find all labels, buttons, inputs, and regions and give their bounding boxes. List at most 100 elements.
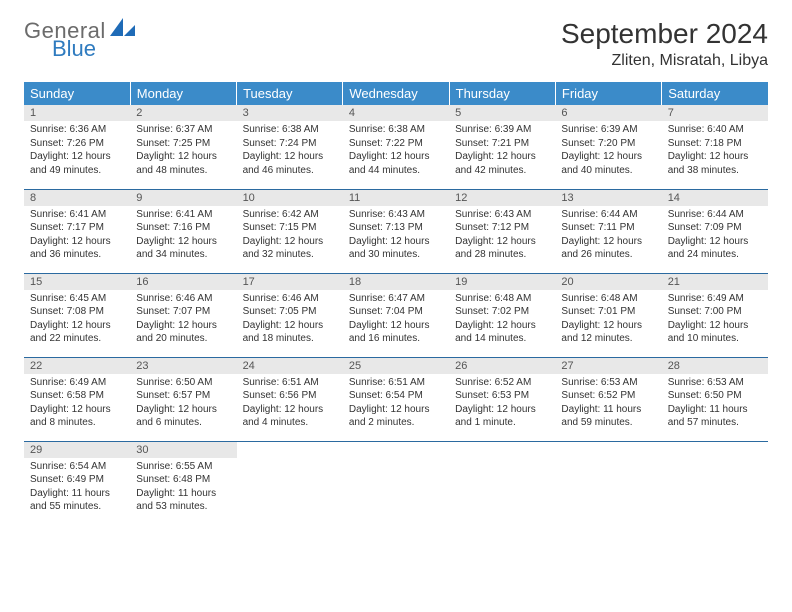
sunrise-text: Sunrise: 6:38 AM (349, 123, 443, 137)
calendar-cell: 24Sunrise: 6:51 AMSunset: 6:56 PMDayligh… (237, 357, 343, 441)
sunset-text: Sunset: 7:16 PM (136, 221, 230, 235)
daylight-text-1: Daylight: 12 hours (561, 150, 655, 164)
daylight-text-1: Daylight: 12 hours (136, 150, 230, 164)
day-number: 3 (237, 105, 343, 121)
day-details: Sunrise: 6:48 AMSunset: 7:01 PMDaylight:… (555, 290, 661, 350)
day-number: 14 (662, 190, 768, 206)
day-number: 4 (343, 105, 449, 121)
sunrise-text: Sunrise: 6:46 AM (243, 292, 337, 306)
day-details: Sunrise: 6:39 AMSunset: 7:21 PMDaylight:… (449, 121, 555, 181)
day-details: Sunrise: 6:46 AMSunset: 7:07 PMDaylight:… (130, 290, 236, 350)
day-details: Sunrise: 6:40 AMSunset: 7:18 PMDaylight:… (662, 121, 768, 181)
sunrise-text: Sunrise: 6:52 AM (455, 376, 549, 390)
daylight-text-2: and 1 minute. (455, 416, 549, 430)
sunrise-text: Sunrise: 6:49 AM (668, 292, 762, 306)
day-details: Sunrise: 6:41 AMSunset: 7:16 PMDaylight:… (130, 206, 236, 266)
sunrise-text: Sunrise: 6:41 AM (136, 208, 230, 222)
calendar-cell: 16Sunrise: 6:46 AMSunset: 7:07 PMDayligh… (130, 273, 236, 357)
calendar-cell: 22Sunrise: 6:49 AMSunset: 6:58 PMDayligh… (24, 357, 130, 441)
sunset-text: Sunset: 7:18 PM (668, 137, 762, 151)
calendar-cell: 4Sunrise: 6:38 AMSunset: 7:22 PMDaylight… (343, 105, 449, 189)
calendar-cell: 20Sunrise: 6:48 AMSunset: 7:01 PMDayligh… (555, 273, 661, 357)
day-details: Sunrise: 6:51 AMSunset: 6:56 PMDaylight:… (237, 374, 343, 434)
daylight-text-1: Daylight: 12 hours (349, 403, 443, 417)
weekday-header: Sunday (24, 82, 130, 105)
daylight-text-1: Daylight: 12 hours (30, 319, 124, 333)
day-number: 16 (130, 274, 236, 290)
calendar-cell: 29Sunrise: 6:54 AMSunset: 6:49 PMDayligh… (24, 441, 130, 525)
sunrise-text: Sunrise: 6:45 AM (30, 292, 124, 306)
calendar-cell: 6Sunrise: 6:39 AMSunset: 7:20 PMDaylight… (555, 105, 661, 189)
sunrise-text: Sunrise: 6:43 AM (455, 208, 549, 222)
calendar-cell (343, 441, 449, 525)
sunrise-text: Sunrise: 6:48 AM (561, 292, 655, 306)
daylight-text-1: Daylight: 12 hours (30, 150, 124, 164)
sunrise-text: Sunrise: 6:48 AM (455, 292, 549, 306)
day-number: 18 (343, 274, 449, 290)
weekday-header: Friday (555, 82, 661, 105)
sunrise-text: Sunrise: 6:55 AM (136, 460, 230, 474)
day-details: Sunrise: 6:48 AMSunset: 7:02 PMDaylight:… (449, 290, 555, 350)
day-details: Sunrise: 6:41 AMSunset: 7:17 PMDaylight:… (24, 206, 130, 266)
sunset-text: Sunset: 7:05 PM (243, 305, 337, 319)
daylight-text-1: Daylight: 12 hours (455, 235, 549, 249)
day-details: Sunrise: 6:53 AMSunset: 6:52 PMDaylight:… (555, 374, 661, 434)
daylight-text-2: and 38 minutes. (668, 164, 762, 178)
calendar-cell (237, 441, 343, 525)
sunrise-text: Sunrise: 6:50 AM (136, 376, 230, 390)
day-details: Sunrise: 6:38 AMSunset: 7:22 PMDaylight:… (343, 121, 449, 181)
sunset-text: Sunset: 6:52 PM (561, 389, 655, 403)
daylight-text-2: and 49 minutes. (30, 164, 124, 178)
sunset-text: Sunset: 6:57 PM (136, 389, 230, 403)
daylight-text-1: Daylight: 12 hours (668, 319, 762, 333)
daylight-text-2: and 10 minutes. (668, 332, 762, 346)
daylight-text-1: Daylight: 12 hours (136, 235, 230, 249)
calendar-cell: 15Sunrise: 6:45 AMSunset: 7:08 PMDayligh… (24, 273, 130, 357)
day-number: 28 (662, 358, 768, 374)
sunset-text: Sunset: 7:12 PM (455, 221, 549, 235)
daylight-text-2: and 48 minutes. (136, 164, 230, 178)
daylight-text-2: and 22 minutes. (30, 332, 124, 346)
calendar-cell: 2Sunrise: 6:37 AMSunset: 7:25 PMDaylight… (130, 105, 236, 189)
sunset-text: Sunset: 6:48 PM (136, 473, 230, 487)
sunrise-text: Sunrise: 6:39 AM (561, 123, 655, 137)
daylight-text-1: Daylight: 12 hours (455, 319, 549, 333)
daylight-text-2: and 42 minutes. (455, 164, 549, 178)
sunrise-text: Sunrise: 6:41 AM (30, 208, 124, 222)
day-number: 24 (237, 358, 343, 374)
day-details: Sunrise: 6:50 AMSunset: 6:57 PMDaylight:… (130, 374, 236, 434)
daylight-text-2: and 24 minutes. (668, 248, 762, 262)
sunrise-text: Sunrise: 6:36 AM (30, 123, 124, 137)
daylight-text-2: and 59 minutes. (561, 416, 655, 430)
day-number: 29 (24, 442, 130, 458)
sunrise-text: Sunrise: 6:38 AM (243, 123, 337, 137)
day-number: 21 (662, 274, 768, 290)
daylight-text-2: and 53 minutes. (136, 500, 230, 514)
daylight-text-1: Daylight: 11 hours (668, 403, 762, 417)
sunset-text: Sunset: 7:20 PM (561, 137, 655, 151)
daylight-text-1: Daylight: 12 hours (668, 150, 762, 164)
day-number: 26 (449, 358, 555, 374)
calendar-cell: 19Sunrise: 6:48 AMSunset: 7:02 PMDayligh… (449, 273, 555, 357)
sunset-text: Sunset: 6:58 PM (30, 389, 124, 403)
brand-word-blue: Blue (52, 38, 136, 60)
day-details: Sunrise: 6:36 AMSunset: 7:26 PMDaylight:… (24, 121, 130, 181)
sunset-text: Sunset: 7:00 PM (668, 305, 762, 319)
day-number: 5 (449, 105, 555, 121)
daylight-text-2: and 30 minutes. (349, 248, 443, 262)
daylight-text-2: and 32 minutes. (243, 248, 337, 262)
weekday-header: Saturday (662, 82, 768, 105)
calendar-cell: 1Sunrise: 6:36 AMSunset: 7:26 PMDaylight… (24, 105, 130, 189)
day-number: 22 (24, 358, 130, 374)
weekday-header: Wednesday (343, 82, 449, 105)
daylight-text-1: Daylight: 12 hours (561, 235, 655, 249)
sunrise-text: Sunrise: 6:44 AM (561, 208, 655, 222)
calendar-row: 22Sunrise: 6:49 AMSunset: 6:58 PMDayligh… (24, 357, 768, 441)
calendar-cell (449, 441, 555, 525)
sunset-text: Sunset: 7:11 PM (561, 221, 655, 235)
sunset-text: Sunset: 7:09 PM (668, 221, 762, 235)
sunset-text: Sunset: 7:22 PM (349, 137, 443, 151)
sunrise-text: Sunrise: 6:54 AM (30, 460, 124, 474)
daylight-text-1: Daylight: 12 hours (243, 235, 337, 249)
day-number: 15 (24, 274, 130, 290)
